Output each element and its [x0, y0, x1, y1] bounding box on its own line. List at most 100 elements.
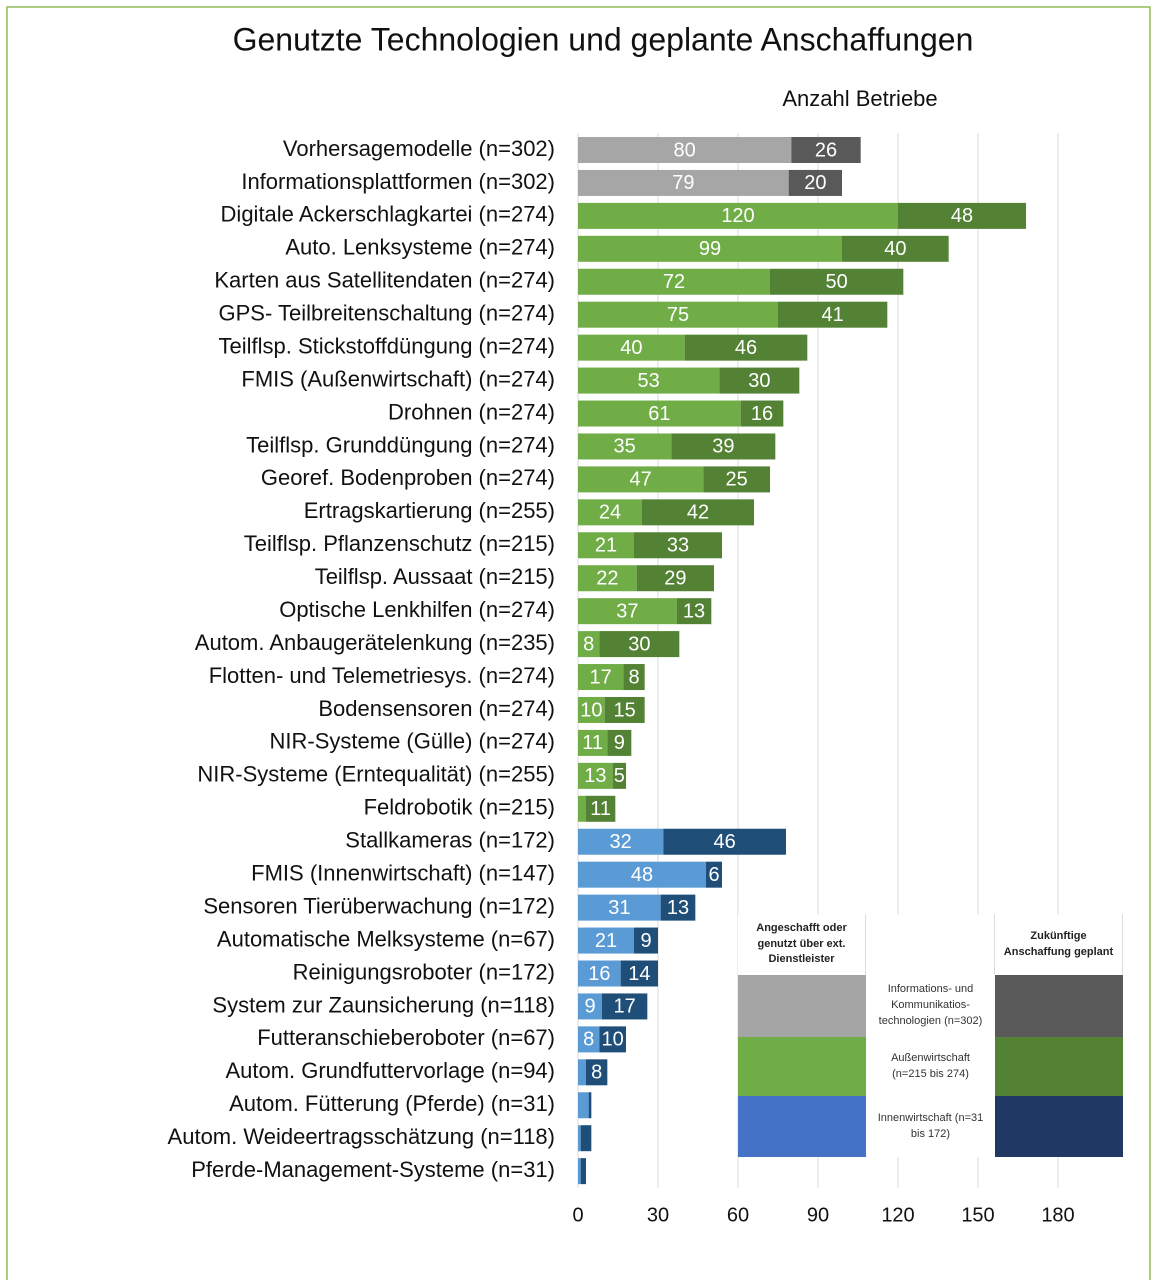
- bar-segment: [578, 631, 600, 658]
- bar-segment: [634, 532, 722, 559]
- legend-label: Informations- und Kommunikatios-technolo…: [866, 975, 995, 1037]
- category-label: Autom. Anbaugerätelenkung (n=235): [195, 630, 555, 655]
- category-label: Stallkameras (n=172): [345, 828, 555, 853]
- value-label: 11: [582, 732, 603, 754]
- value-label: 47: [630, 469, 652, 491]
- bar-segment: [578, 466, 704, 493]
- category-label: Pferde-Management-Systeme (n=31): [191, 1157, 555, 1182]
- value-label: 24: [599, 502, 621, 524]
- value-label: 10: [580, 699, 602, 721]
- category-label: Optische Lenkhilfen (n=274): [279, 597, 555, 622]
- category-label: Reinigungsroboter (n=172): [293, 959, 555, 984]
- value-label: 29: [664, 568, 686, 590]
- value-label: 9: [614, 732, 625, 754]
- category-label: System zur Zaunsicherung (n=118): [212, 992, 555, 1017]
- value-label: 120: [721, 205, 754, 227]
- category-label: Flotten- und Telemetriesys. (n=274): [209, 663, 555, 688]
- bar-segment: [663, 828, 786, 855]
- value-label: 8: [583, 633, 594, 655]
- bar-segment: [578, 1059, 586, 1086]
- category-label: Georef. Bodenproben (n=274): [261, 465, 555, 490]
- value-label: 5: [614, 765, 625, 787]
- value-label: 20: [804, 172, 826, 194]
- bar-segment: [898, 202, 1026, 229]
- value-label: 40: [620, 337, 642, 359]
- bar-segment: [578, 828, 664, 855]
- value-label: 14: [628, 963, 650, 985]
- bar-segment: [676, 598, 712, 625]
- axis-label: Anzahl Betriebe: [782, 86, 937, 111]
- category-label: Automatische Melksysteme (n=67): [217, 926, 555, 951]
- bar-segment: [580, 1125, 592, 1152]
- bar-segment: [788, 169, 842, 196]
- bar-segment: [578, 729, 608, 756]
- value-label: 31: [608, 897, 630, 919]
- x-tick-label: 60: [727, 1204, 749, 1226]
- category-label: NIR-Systeme (Gülle) (n=274): [270, 729, 555, 754]
- category-label: Teilflsp. Stickstoffdüngung (n=274): [218, 333, 555, 358]
- value-label: 9: [584, 996, 595, 1018]
- bar-segment: [599, 631, 680, 658]
- value-label: 79: [672, 172, 694, 194]
- value-label: 16: [588, 963, 610, 985]
- category-label: Teilflsp. Grunddüngung (n=274): [246, 432, 555, 457]
- value-label: 25: [726, 469, 748, 491]
- bar-segment: [791, 137, 861, 163]
- bar-segment: [578, 367, 720, 394]
- bar-segment: [578, 960, 621, 987]
- category-label: Informationsplattformen (n=302): [241, 169, 555, 194]
- value-label: 35: [614, 436, 636, 458]
- value-label: 61: [648, 403, 670, 425]
- legend-header-blank: [866, 914, 995, 975]
- bar-segment: [588, 1092, 592, 1119]
- value-label: 9: [640, 930, 651, 952]
- bar-segment: [620, 960, 658, 987]
- value-label: 6: [708, 864, 719, 886]
- value-label: 53: [638, 370, 660, 392]
- value-label: 72: [663, 271, 685, 293]
- bar-segment: [671, 433, 776, 460]
- value-label: 8: [628, 666, 639, 688]
- category-label: Sensoren Tierüberwachung (n=172): [203, 893, 555, 918]
- value-label: 48: [631, 864, 653, 886]
- bar-segment: [578, 927, 634, 954]
- value-label: 46: [714, 831, 736, 853]
- bar-segment: [660, 894, 696, 921]
- value-label: 48: [951, 205, 973, 227]
- bar-segment: [770, 268, 904, 295]
- category-label: Drohnen (n=274): [388, 399, 555, 424]
- bar-segment: [578, 1125, 581, 1152]
- bar-segment: [578, 1092, 589, 1119]
- value-label: 39: [712, 436, 734, 458]
- bar-segment: [602, 993, 648, 1020]
- value-label: 22: [596, 568, 618, 590]
- legend: Angeschafft oder genutzt über ext. Diens…: [738, 914, 1123, 1157]
- value-label: 8: [591, 1062, 602, 1084]
- category-label: Digitale Ackerschlagkartei (n=274): [221, 202, 555, 227]
- value-label: 13: [667, 897, 689, 919]
- x-tick-label: 180: [1041, 1204, 1074, 1226]
- value-label: 8: [583, 1029, 594, 1051]
- category-label: Feldrobotik (n=215): [364, 795, 555, 820]
- value-label: 32: [610, 831, 632, 853]
- legend-swatch: [738, 1037, 866, 1096]
- frame: [6, 6, 1151, 1280]
- chart-title: Genutzte Technologien und geplante Ansch…: [233, 21, 974, 57]
- bar-segment: [578, 795, 586, 822]
- value-label: 17: [614, 996, 636, 1018]
- x-tick-label: 90: [807, 1204, 829, 1226]
- legend-swatch: [995, 975, 1123, 1037]
- x-tick-label: 0: [572, 1204, 583, 1226]
- value-label: 99: [699, 238, 721, 260]
- bar-segment: [578, 137, 792, 163]
- category-label: FMIS (Innenwirtschaft) (n=147): [251, 860, 555, 885]
- bar-segment: [703, 466, 770, 493]
- bar-segment: [578, 433, 672, 460]
- value-label: 40: [884, 238, 906, 260]
- bar-segment: [706, 861, 722, 888]
- value-label: 46: [735, 337, 757, 359]
- bar-segment: [578, 762, 613, 789]
- category-label: Autom. Fütterung (Pferde) (n=31): [229, 1091, 555, 1116]
- bar-segment: [578, 565, 637, 592]
